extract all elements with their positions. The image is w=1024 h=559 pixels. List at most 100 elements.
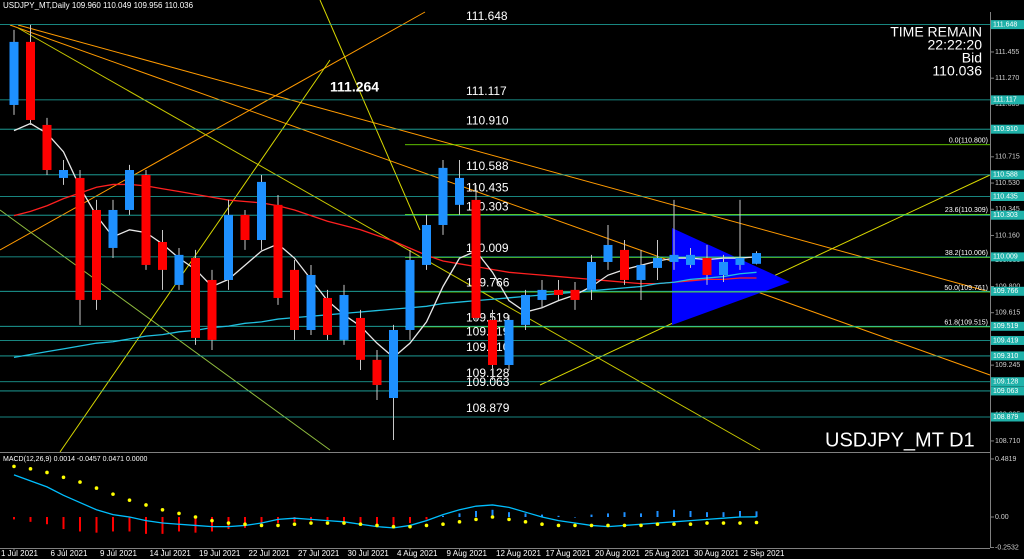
histogram-bar <box>211 517 213 532</box>
histogram-bar <box>260 517 263 525</box>
x-tick-label: 2 Sep 2021 <box>744 549 785 558</box>
signal-dot <box>243 522 247 527</box>
time-remain-label: TIME REMAIN <box>890 24 982 40</box>
histogram-bar <box>623 512 626 518</box>
level-box-label: 110.910 <box>993 126 1018 133</box>
signal-dot <box>325 521 330 525</box>
trend-line <box>17 24 991 293</box>
level-box <box>991 124 1024 134</box>
highlight-level-label: 111.264 <box>330 79 379 95</box>
candle-body <box>306 275 316 330</box>
candle-body <box>636 264 646 280</box>
chart-header: USDJPY_MT,Daily 109.960 110.049 109.956 … <box>3 1 194 10</box>
x-tick-label: 22 Jul 2021 <box>249 549 291 558</box>
signal-dot <box>193 515 198 519</box>
level-box <box>991 412 1024 422</box>
fib-label: 61.8(109.515) <box>944 320 988 327</box>
level-label: 109.063 <box>466 375 510 389</box>
level-box-label: 111.648 <box>993 21 1017 28</box>
macd-title: MACD(12,26,9) 0.0014 -0.0457 0.0471 0.00… <box>3 456 147 463</box>
level-box-label: 110.588 <box>993 172 1018 179</box>
histogram-bar <box>376 517 378 527</box>
signal-dot <box>474 517 478 522</box>
y-tick-label: 111.455 <box>995 49 1019 56</box>
signal-dot <box>391 524 396 529</box>
x-tick-label: 9 Aug 2021 <box>447 549 488 558</box>
level-label: 109.128 <box>466 366 510 380</box>
histogram-bar <box>442 515 444 518</box>
candle-body <box>504 319 514 365</box>
candle-body <box>554 289 563 295</box>
signal-dot <box>507 517 511 522</box>
histogram-bar <box>161 517 164 534</box>
level-box-label: 109.063 <box>993 388 1018 395</box>
histogram-bar <box>640 513 642 518</box>
candle-body <box>75 177 85 300</box>
candle-body <box>273 204 283 298</box>
level-box <box>991 170 1024 180</box>
candle-body <box>455 177 464 205</box>
y-tick-label: 111.270 <box>995 75 1019 82</box>
x-tick-label: 30 Jul 2021 <box>348 549 390 558</box>
y-tick-label: 0.4819 <box>995 456 1017 463</box>
signal-dot <box>94 486 99 490</box>
level-box <box>991 286 1024 296</box>
signal-dot <box>672 522 676 527</box>
histogram-bar <box>359 517 362 525</box>
level-box <box>991 335 1024 345</box>
level-box-label: 110.009 <box>993 254 1018 261</box>
level-box-label: 109.310 <box>993 353 1018 360</box>
x-tick-label: 14 Jul 2021 <box>150 549 192 558</box>
signal-dot <box>375 523 379 528</box>
candle-body <box>26 41 35 120</box>
histogram-bar <box>244 517 246 528</box>
histogram-bar <box>673 509 675 518</box>
signal-dot <box>276 523 280 528</box>
candle-body <box>389 329 398 399</box>
histogram-bar <box>755 511 758 518</box>
candle-body <box>686 254 695 265</box>
level-box-label: 109.766 <box>993 288 1018 295</box>
candle-body <box>735 258 745 265</box>
candle-body <box>653 258 662 268</box>
time-remain: 22:22:20 <box>928 37 983 53</box>
candle-body <box>339 294 349 340</box>
signal-dot <box>754 520 759 525</box>
y-tick-label: 0.00 <box>995 514 1009 521</box>
histogram-bar <box>409 517 411 524</box>
level-label: 108.879 <box>466 401 510 415</box>
x-tick-label: 27 Jul 2021 <box>298 549 340 558</box>
signal-dot <box>639 523 643 528</box>
signal-dot <box>259 523 264 528</box>
histogram-bar <box>95 517 98 533</box>
histogram-bar <box>541 514 543 518</box>
histogram-bar <box>590 514 593 518</box>
signal-dot <box>12 464 16 469</box>
x-tick-label: 30 Aug 2021 <box>694 549 739 558</box>
level-box-label: 111.117 <box>993 97 1017 104</box>
signal-dot <box>556 523 561 528</box>
level-label: 110.435 <box>466 181 509 195</box>
x-tick-label: 25 Aug 2021 <box>645 549 690 558</box>
signal-dot <box>292 522 297 527</box>
level-box <box>991 192 1024 202</box>
signal-dot <box>45 470 49 475</box>
symbol-watermark: USDJPY_MT D1 <box>825 429 975 451</box>
level-label: 111.117 <box>466 84 507 98</box>
trend-line <box>9 24 991 376</box>
histogram-bar <box>689 510 692 518</box>
signal-dot <box>573 523 577 528</box>
candle-body <box>290 269 299 330</box>
level-box <box>991 210 1024 220</box>
candle-body <box>42 124 52 171</box>
candle-body <box>719 261 728 276</box>
macd-line <box>13 474 757 529</box>
trend-line <box>0 209 331 451</box>
y-tick-label: 109.615 <box>995 310 1020 317</box>
histogram-bar <box>112 517 114 532</box>
signal-dot <box>589 523 594 528</box>
signal-dot <box>78 480 82 484</box>
signal-dot <box>160 507 165 512</box>
y-tick-label: 110.345 <box>995 206 1020 213</box>
